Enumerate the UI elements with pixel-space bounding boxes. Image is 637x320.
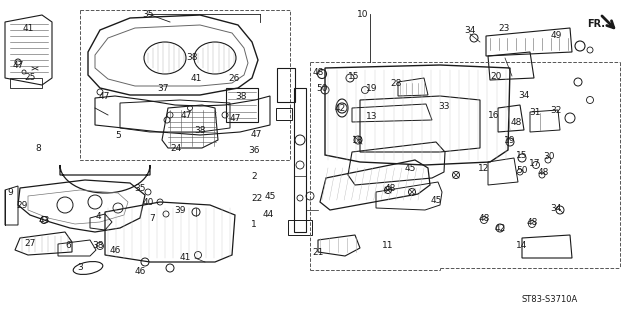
Text: 26: 26 [228, 74, 240, 83]
Text: 12: 12 [478, 164, 490, 172]
Text: 41: 41 [22, 23, 34, 33]
Text: 40: 40 [142, 197, 154, 206]
Text: 50: 50 [316, 84, 328, 92]
Text: 5: 5 [115, 131, 121, 140]
Text: 34: 34 [464, 26, 476, 35]
Text: 35: 35 [134, 183, 146, 193]
Text: 31: 31 [529, 108, 541, 116]
Text: 48: 48 [538, 167, 548, 177]
Text: 37: 37 [157, 84, 169, 92]
Text: 2: 2 [251, 172, 257, 180]
Text: 39: 39 [175, 205, 186, 214]
Text: 16: 16 [488, 110, 500, 119]
Text: 22: 22 [252, 194, 262, 203]
Text: 47: 47 [180, 110, 192, 119]
Text: 48: 48 [478, 213, 490, 222]
Text: 14: 14 [517, 241, 527, 250]
Text: ST83-S3710A: ST83-S3710A [522, 295, 578, 305]
Text: 48: 48 [384, 183, 396, 193]
Text: 32: 32 [550, 106, 562, 115]
Text: 48: 48 [510, 117, 522, 126]
Text: 10: 10 [357, 10, 369, 19]
Text: 8: 8 [35, 143, 41, 153]
Text: 11: 11 [382, 241, 394, 250]
Text: 15: 15 [516, 150, 527, 159]
Text: 42: 42 [334, 103, 346, 113]
Text: 41: 41 [190, 74, 202, 83]
Text: 20: 20 [490, 71, 502, 81]
Text: 24: 24 [170, 143, 182, 153]
Text: 6: 6 [65, 241, 71, 250]
Text: 9: 9 [7, 188, 13, 196]
Text: 43: 43 [38, 215, 50, 225]
Text: 28: 28 [390, 78, 402, 87]
Text: FR.: FR. [587, 19, 605, 29]
Text: 36: 36 [248, 146, 260, 155]
Text: 35: 35 [142, 10, 154, 19]
Text: 48: 48 [526, 218, 538, 227]
Text: 38: 38 [92, 241, 104, 250]
Text: 42: 42 [494, 223, 506, 233]
Text: 18: 18 [352, 135, 364, 145]
Text: 1: 1 [251, 220, 257, 228]
Text: 47: 47 [229, 114, 241, 123]
Text: 44: 44 [262, 210, 274, 219]
Text: 19: 19 [505, 135, 516, 145]
Text: 17: 17 [529, 158, 541, 167]
Text: 41: 41 [179, 253, 190, 262]
Text: 3: 3 [77, 263, 83, 273]
Text: 38: 38 [186, 52, 197, 61]
Text: 34: 34 [550, 204, 562, 212]
Text: 19: 19 [366, 84, 378, 92]
Text: 38: 38 [235, 92, 247, 100]
Text: 47: 47 [12, 60, 24, 69]
Text: 46: 46 [110, 245, 120, 254]
Text: 34: 34 [519, 91, 530, 100]
Text: 27: 27 [24, 238, 36, 247]
Text: 45: 45 [264, 191, 276, 201]
Text: 50: 50 [516, 165, 527, 174]
Text: 29: 29 [17, 201, 27, 210]
Text: 23: 23 [498, 23, 510, 33]
Text: 21: 21 [312, 247, 324, 257]
Text: 7: 7 [149, 213, 155, 222]
Text: 25: 25 [24, 73, 36, 82]
Text: 49: 49 [550, 30, 562, 39]
Text: 15: 15 [348, 71, 360, 81]
Text: 47: 47 [250, 130, 262, 139]
Text: 13: 13 [366, 111, 378, 121]
Text: 4: 4 [95, 212, 101, 220]
Text: 46: 46 [134, 268, 146, 276]
Text: 45: 45 [431, 196, 441, 204]
Text: 48: 48 [312, 68, 324, 76]
Text: 47: 47 [98, 92, 110, 100]
Text: 33: 33 [438, 101, 450, 110]
Text: 30: 30 [543, 151, 555, 161]
Text: 38: 38 [194, 125, 206, 134]
Text: 45: 45 [404, 164, 416, 172]
